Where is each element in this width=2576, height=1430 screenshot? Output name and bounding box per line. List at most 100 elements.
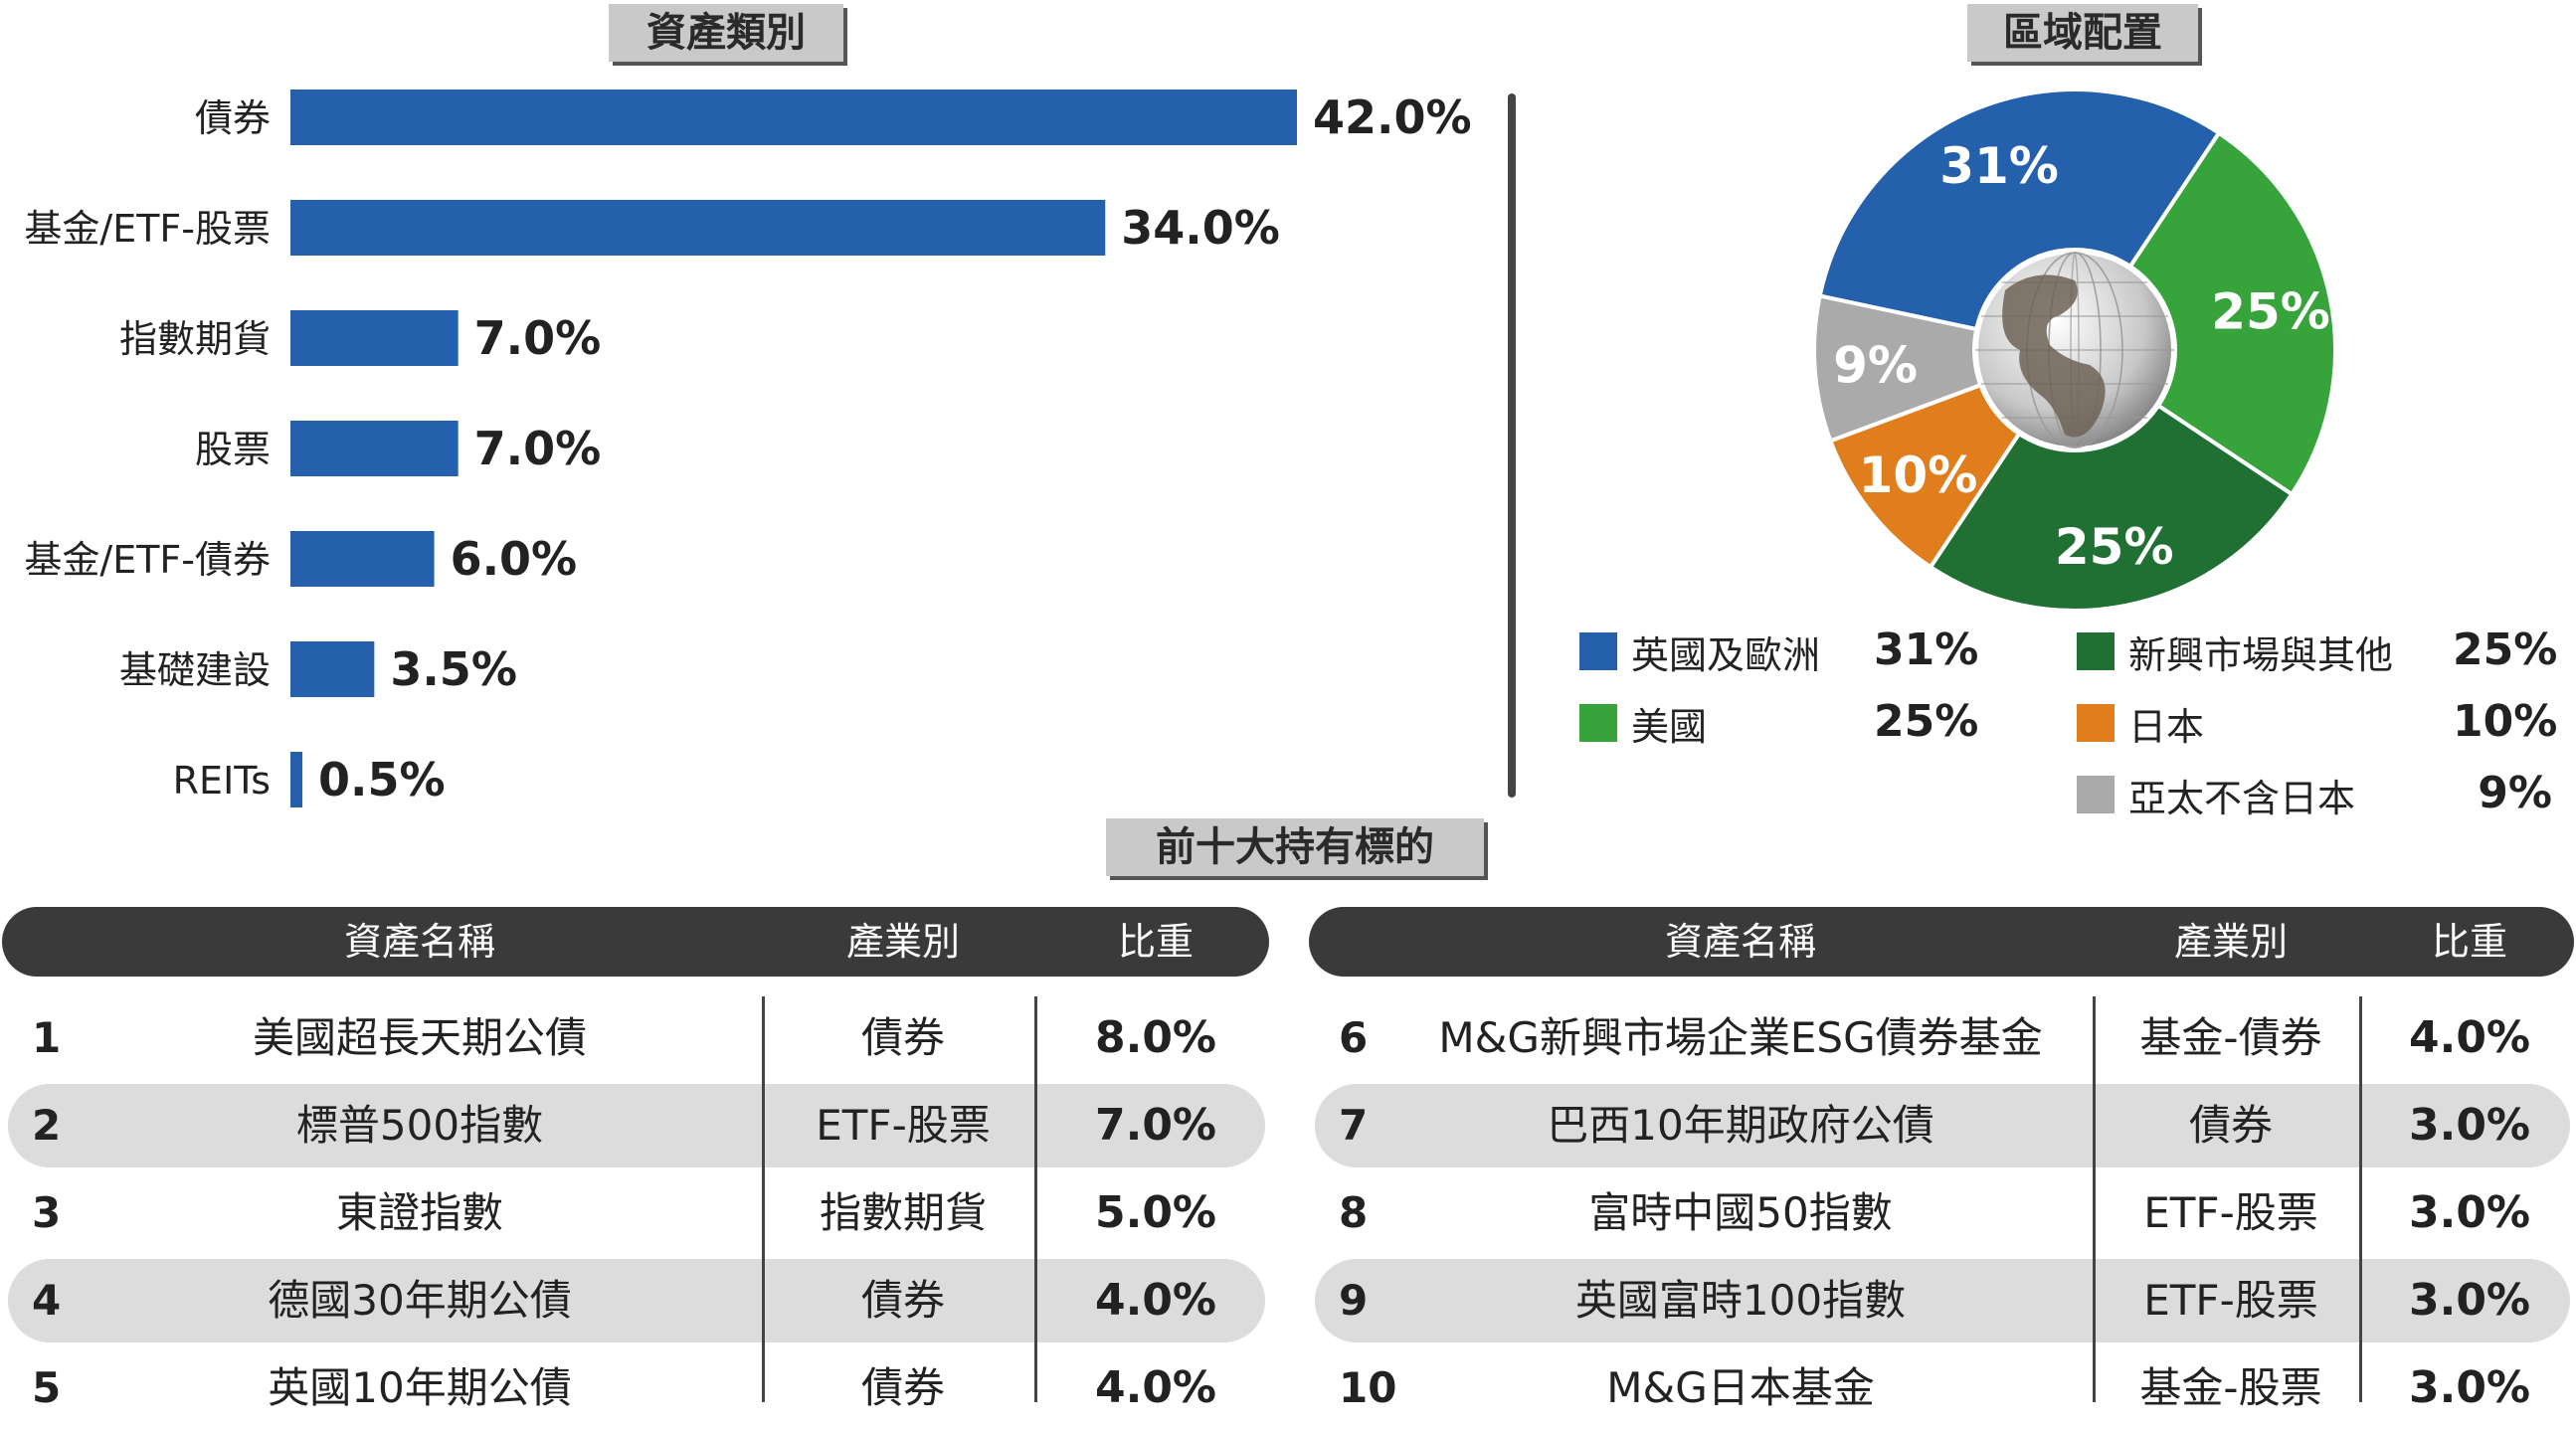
cell-name: 標普500指數 xyxy=(295,1101,544,1150)
legend-value: 25% xyxy=(1874,696,1979,747)
pie-slice-label: 25% xyxy=(2211,282,2330,340)
pie-slice-label: 31% xyxy=(1939,137,2059,195)
legend-label: 亞太不含日本 xyxy=(2128,776,2356,820)
cell-rank: 1 xyxy=(32,1013,62,1062)
pie-slice-label: 10% xyxy=(1859,447,1978,504)
column-divider xyxy=(2093,996,2096,1402)
table-row: 7 巴西10年期政府公債 債券 3.0% xyxy=(1315,1084,2570,1167)
legend-item: 日本 xyxy=(2077,698,2205,749)
pie-slice xyxy=(1817,88,2222,353)
cell-weight: 4.0% xyxy=(2408,1012,2531,1063)
cell-rank: 4 xyxy=(32,1276,62,1325)
legend-item: 亞太不含日本 xyxy=(2077,770,2356,820)
table-row: 6 M&G新興市場企業ESG債券基金 基金-債券 4.0% xyxy=(1315,996,2570,1080)
table-row: 5 英國10年期公債 債券 4.0% xyxy=(8,1346,1265,1430)
legend-label: 新興市場與其他 xyxy=(2128,632,2394,677)
table-row: 3 東證指數 指數期貨 5.0% xyxy=(8,1171,1265,1255)
asset-class-title: 資產類別 xyxy=(609,4,843,62)
cell-rank: 3 xyxy=(32,1188,62,1237)
cell-weight: 4.0% xyxy=(1094,1275,1217,1326)
pie-slice xyxy=(2072,130,2337,497)
legend-label: 日本 xyxy=(2128,704,2205,749)
cell-sector: 指數期貨 xyxy=(819,1188,987,1237)
cell-rank: 5 xyxy=(32,1363,62,1412)
cell-name: 英國10年期公債 xyxy=(268,1363,572,1412)
legend-swatch xyxy=(2077,704,2115,742)
bar xyxy=(290,200,1106,256)
cell-rank: 10 xyxy=(1339,1363,1397,1412)
table-header: 資產名稱 產業別 比重 xyxy=(1309,907,2574,977)
cell-sector: 債券 xyxy=(860,1276,945,1325)
bar-value-label: 34.0% xyxy=(1121,201,1280,255)
column-header-name: 資產名稱 xyxy=(343,920,495,964)
table-header: 資產名稱 產業別 比重 xyxy=(2,907,1269,977)
bar xyxy=(290,89,1297,145)
legend-swatch xyxy=(1579,632,1617,670)
cell-weight: 8.0% xyxy=(1094,1012,1217,1063)
cell-rank: 6 xyxy=(1339,1013,1369,1062)
cell-name: 德國30年期公債 xyxy=(268,1276,572,1325)
bar-value-label: 6.0% xyxy=(451,532,578,586)
column-divider xyxy=(2359,996,2362,1402)
cell-sector: 基金-債券 xyxy=(2139,1013,2322,1062)
legend-swatch xyxy=(1579,704,1617,742)
table-row: 9 英國富時100指數 ETF-股票 3.0% xyxy=(1315,1259,2570,1342)
table-row: 10 M&G日本基金 基金-股票 3.0% xyxy=(1315,1346,2570,1430)
cell-sector: ETF-股票 xyxy=(2143,1276,2318,1325)
legend-value: 9% xyxy=(2478,768,2552,818)
region-title: 區域配置 xyxy=(1967,4,2198,62)
holdings-table-left: 資產名稱 產業別 比重 1 美國超長天期公債 債券 8.0% 2 標普500指數 ETF-股票 7.… xyxy=(2,907,1269,1413)
bar-category-label: 基金/ETF-債券 xyxy=(24,538,271,582)
pie-slice xyxy=(1928,347,2296,613)
cell-sector: ETF-股票 xyxy=(816,1101,991,1150)
bar-category-label: 指數期貨 xyxy=(119,317,271,361)
cell-rank: 2 xyxy=(32,1101,62,1150)
globe-icon xyxy=(1972,248,2177,452)
cell-weight: 3.0% xyxy=(2408,1362,2531,1413)
cell-name: 巴西10年期政府公債 xyxy=(1547,1101,1934,1150)
cell-name: 東證指數 xyxy=(335,1188,503,1237)
legend-item: 美國 xyxy=(1579,698,1707,749)
legend-label: 英國及歐洲 xyxy=(1631,632,1821,677)
bar xyxy=(290,752,303,807)
table-row: 2 標普500指數 ETF-股票 7.0% xyxy=(8,1084,1265,1167)
bar-category-label: 債券 xyxy=(195,96,271,140)
legend-value: 31% xyxy=(1874,625,1979,675)
legend-value: 25% xyxy=(2453,625,2558,675)
bar-value-label: 0.5% xyxy=(318,753,446,806)
pie-slice xyxy=(1812,293,2083,444)
cell-name: M&G新興市場企業ESG債券基金 xyxy=(1438,1013,2043,1062)
bar-value-label: 3.5% xyxy=(390,642,517,696)
cell-rank: 8 xyxy=(1339,1188,1369,1237)
legend-swatch xyxy=(2077,776,2115,813)
bar xyxy=(290,641,375,697)
holdings-table-right: 資產名稱 產業別 比重 6 M&G新興市場企業ESG債券基金 基金-債券 4.0% 7 巴西10… xyxy=(1309,907,2574,1413)
cell-weight: 5.0% xyxy=(1094,1187,1217,1238)
cell-weight: 3.0% xyxy=(2408,1100,2531,1151)
bar-value-label: 7.0% xyxy=(474,422,602,475)
bar-value-label: 42.0% xyxy=(1313,90,1472,144)
column-header-sector: 產業別 xyxy=(2173,920,2288,964)
column-divider xyxy=(1034,996,1037,1402)
cell-name: 美國超長天期公債 xyxy=(252,1013,587,1062)
cell-weight: 3.0% xyxy=(2408,1275,2531,1326)
legend-item: 英國及歐洲 xyxy=(1579,626,1821,677)
column-header-sector: 產業別 xyxy=(845,920,960,964)
cell-rank: 9 xyxy=(1339,1276,1369,1325)
bar-category-label: REITs xyxy=(173,759,271,803)
cell-name: M&G日本基金 xyxy=(1606,1363,1875,1412)
bar xyxy=(290,310,459,366)
column-divider xyxy=(762,996,765,1402)
table-row: 4 德國30年期公債 債券 4.0% xyxy=(8,1259,1265,1342)
table-row: 8 富時中國50指數 ETF-股票 3.0% xyxy=(1315,1171,2570,1255)
column-header-name: 資產名稱 xyxy=(1664,920,1816,964)
cell-weight: 3.0% xyxy=(2408,1187,2531,1238)
table-row: 1 美國超長天期公債 債券 8.0% xyxy=(8,996,1265,1080)
bar xyxy=(290,421,459,476)
column-header-weight: 比重 xyxy=(1117,920,1194,964)
column-header-weight: 比重 xyxy=(2431,920,2507,964)
legend-swatch xyxy=(2077,632,2115,670)
cell-sector: 債券 xyxy=(860,1013,945,1062)
legend-item: 新興市場與其他 xyxy=(2077,626,2394,677)
bar-category-label: 基金/ETF-股票 xyxy=(24,207,271,251)
